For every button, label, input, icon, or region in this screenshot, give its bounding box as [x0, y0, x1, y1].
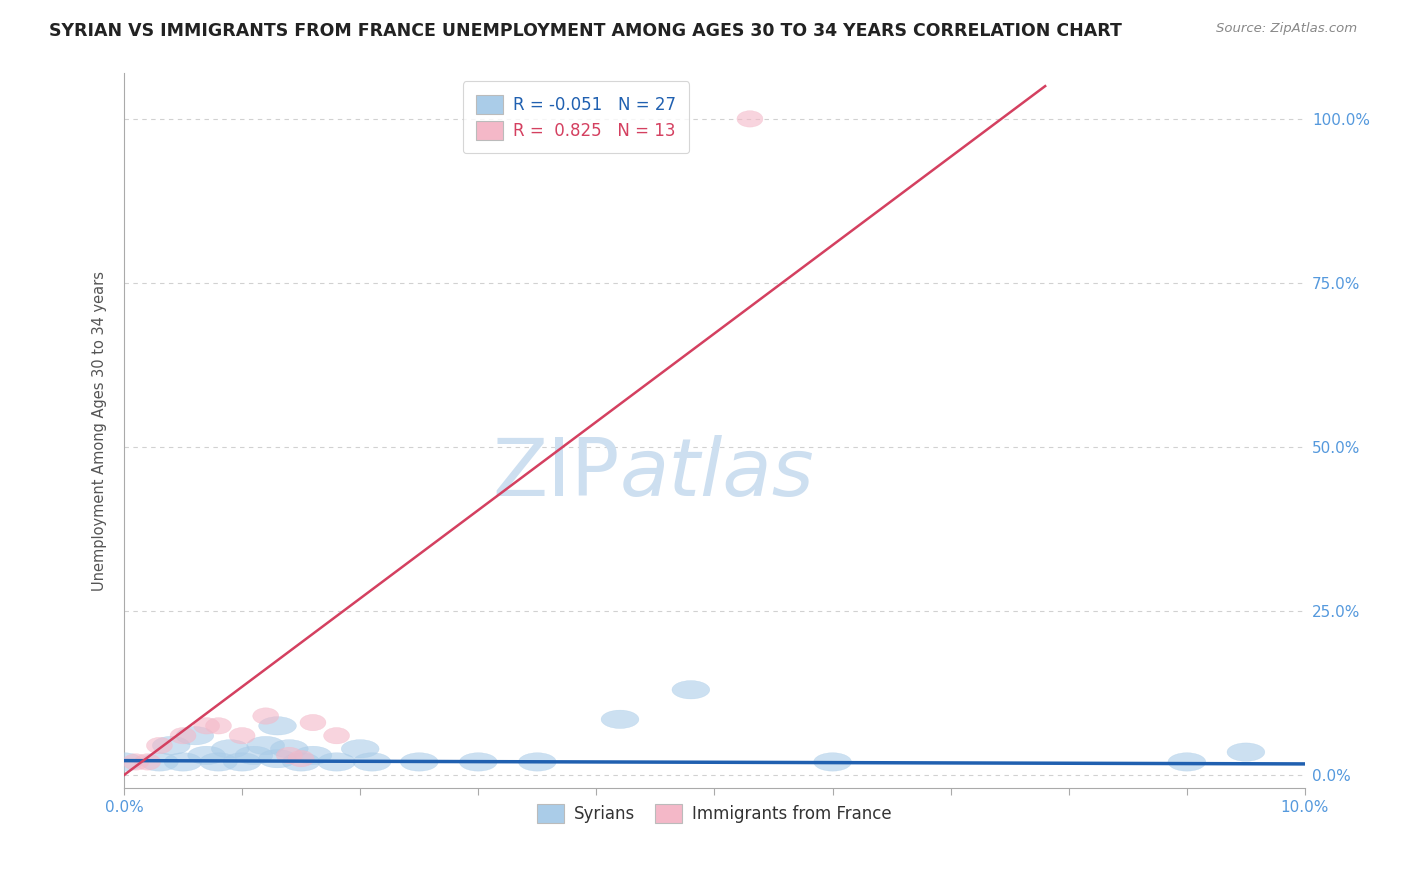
Ellipse shape [519, 753, 557, 772]
Ellipse shape [1168, 753, 1206, 772]
Y-axis label: Unemployment Among Ages 30 to 34 years: Unemployment Among Ages 30 to 34 years [93, 270, 107, 591]
Ellipse shape [141, 753, 179, 772]
Ellipse shape [299, 714, 326, 731]
Ellipse shape [205, 718, 232, 734]
Ellipse shape [318, 753, 356, 772]
Ellipse shape [176, 726, 214, 745]
Ellipse shape [460, 753, 498, 772]
Ellipse shape [277, 747, 302, 764]
Ellipse shape [135, 754, 160, 770]
Ellipse shape [170, 728, 195, 744]
Ellipse shape [294, 747, 332, 764]
Ellipse shape [353, 753, 391, 772]
Ellipse shape [342, 739, 380, 758]
Ellipse shape [1227, 743, 1265, 761]
Ellipse shape [165, 753, 202, 772]
Ellipse shape [259, 716, 297, 735]
Ellipse shape [323, 728, 350, 744]
Ellipse shape [105, 753, 143, 772]
Text: atlas: atlas [620, 434, 814, 513]
Ellipse shape [122, 754, 149, 770]
Ellipse shape [401, 753, 439, 772]
Text: Source: ZipAtlas.com: Source: ZipAtlas.com [1216, 22, 1357, 36]
Ellipse shape [602, 710, 638, 729]
Ellipse shape [200, 753, 238, 772]
Legend: Syrians, Immigrants from France: Syrians, Immigrants from France [530, 797, 898, 830]
Ellipse shape [737, 111, 763, 128]
Ellipse shape [288, 750, 314, 767]
Ellipse shape [259, 749, 297, 768]
Text: SYRIAN VS IMMIGRANTS FROM FRANCE UNEMPLOYMENT AMONG AGES 30 TO 34 YEARS CORRELAT: SYRIAN VS IMMIGRANTS FROM FRANCE UNEMPLO… [49, 22, 1122, 40]
Ellipse shape [152, 737, 190, 755]
Ellipse shape [211, 739, 249, 758]
Ellipse shape [283, 753, 321, 772]
Ellipse shape [814, 753, 852, 772]
Ellipse shape [194, 718, 219, 734]
Ellipse shape [235, 747, 273, 764]
Text: ZIP: ZIP [492, 434, 620, 513]
Ellipse shape [247, 737, 284, 755]
Ellipse shape [229, 728, 254, 744]
Ellipse shape [224, 753, 262, 772]
Ellipse shape [253, 708, 278, 724]
Ellipse shape [146, 738, 173, 754]
Ellipse shape [672, 681, 710, 699]
Ellipse shape [188, 747, 225, 764]
Ellipse shape [270, 739, 308, 758]
